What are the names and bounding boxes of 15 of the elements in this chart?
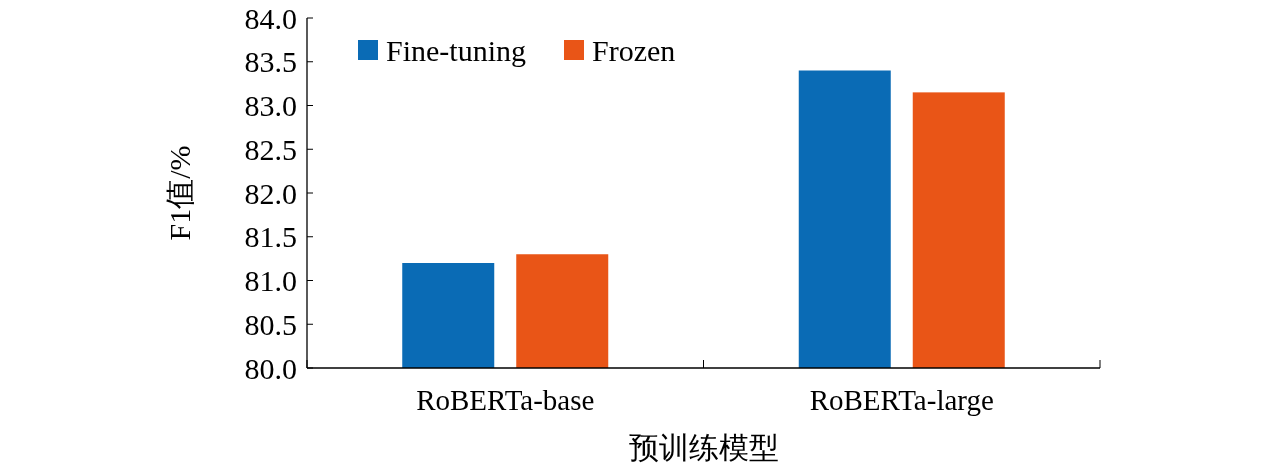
x-tick-label: RoBERTa-large <box>809 384 994 416</box>
legend-label: Frozen <box>592 33 676 67</box>
x-axis-title: 预训练模型 <box>628 431 779 464</box>
y-tick-label: 80.5 <box>244 307 297 341</box>
y-tick-label: 83.0 <box>244 89 297 122</box>
x-tick-label: RoBERTa-base <box>416 384 595 416</box>
y-tick-label: 81.5 <box>244 220 297 254</box>
y-tick-label: 82.5 <box>244 132 297 166</box>
y-tick-label: 82.0 <box>244 176 297 210</box>
y-tick-label: 81.0 <box>244 264 297 297</box>
legend-label: Fine-tuning <box>386 33 526 67</box>
y-tick-label: 83.5 <box>244 45 297 79</box>
y-axis-title: F1值/% <box>163 145 196 241</box>
y-tick-label: 84.0 <box>244 1 297 35</box>
y-tick-label: 80.0 <box>244 351 297 385</box>
